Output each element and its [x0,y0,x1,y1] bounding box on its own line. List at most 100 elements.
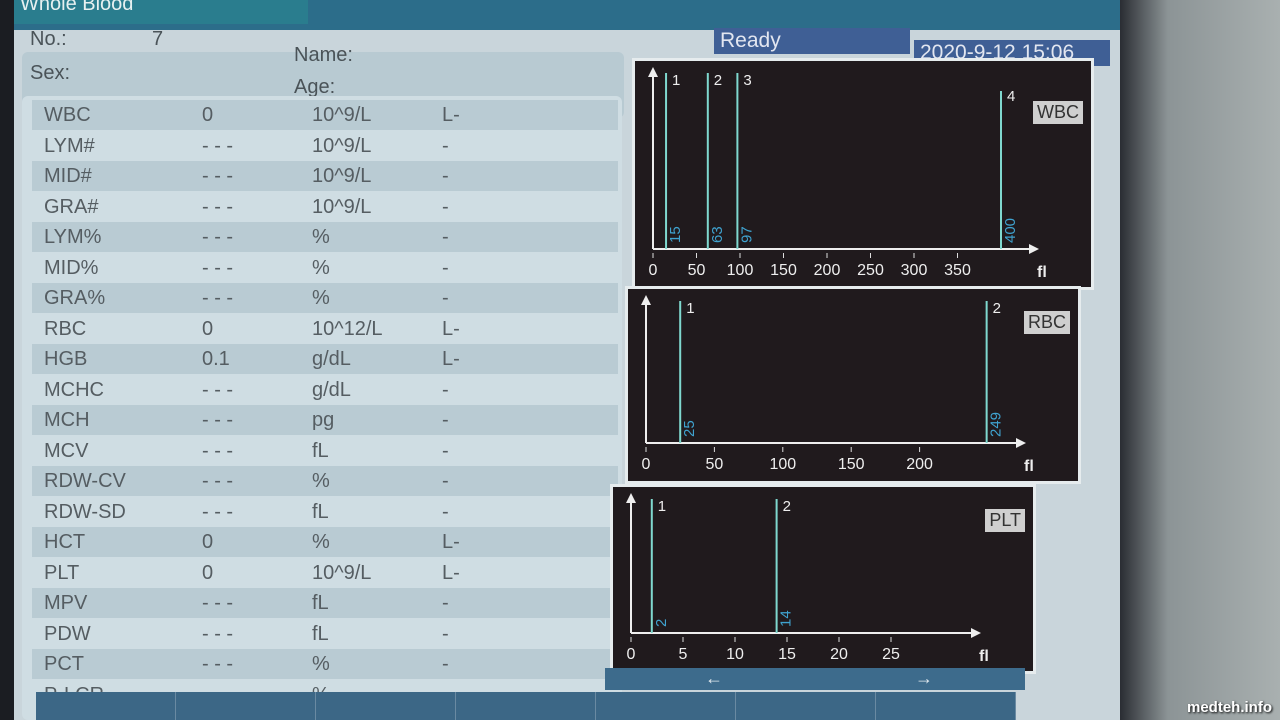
age-label[interactable]: Age: [294,76,336,98]
next-arrow-button[interactable]: → [915,668,933,688]
result-row-rdw-cv[interactable]: RDW-CV - - -% - [32,466,618,496]
result-param: MPV [44,592,88,614]
result-param: WBC [44,104,91,126]
result-row-plt[interactable]: PLT 0 10^9/L L- [32,558,618,588]
result-unit: % [312,470,330,492]
result-value: - - - [202,226,234,248]
result-row-mpv[interactable]: MPV - - - fL - [32,588,618,618]
monitor-bezel [1120,0,1280,720]
x-axis-arrow [1029,244,1039,254]
result-value: - - - [202,653,234,675]
result-row-gra%[interactable]: GRA% - - -% - [32,283,618,313]
discriminator-value: 400 [1002,218,1019,243]
result-row-hct[interactable]: HCT 0% L- [32,527,618,557]
plt-histogram: 0 5 10 15 20 25 fl 1 2 2 14 PLT [610,484,1036,674]
histogram-label: WBC [1033,101,1083,124]
result-flag: L- [442,104,460,126]
result-flag: - [442,592,449,614]
result-unit: fL [312,622,329,645]
result-row-hgb[interactable]: HGB 0.1 g/dL L- [32,344,618,374]
result-row-mchc[interactable]: MCHC - - - g/dL - [32,375,618,405]
result-unit: 10^9/L [312,195,372,218]
histogram-nav: ← → [605,668,1025,690]
sex-label[interactable]: Sex: [30,62,71,84]
watermark: medteh.info [1187,699,1272,716]
result-unit: fL [312,592,329,614]
discriminator-value: 25 [681,420,698,437]
y-axis-arrow [648,67,658,77]
result-row-mid#[interactable]: MID# - - - 10^9/L - [32,161,618,191]
result-row-rbc[interactable]: RBC 0 10^12/L L- [32,314,618,344]
discriminator-number: 1 [672,72,680,89]
x-tick-label: 50 [706,456,724,473]
result-flag: - [442,195,449,218]
x-tick-label: 10 [726,646,744,663]
result-param: RDW-CV [44,470,126,492]
function-button[interactable] [456,692,596,720]
discriminator-number: 3 [743,72,751,89]
x-unit: fl [1024,458,1034,475]
histogram-label: PLT [985,509,1025,532]
result-flag: - [442,622,449,645]
function-button[interactable] [876,692,1016,720]
result-row-pdw[interactable]: PDW - - - fL - [32,619,618,649]
result-row-mch[interactable]: MCH - - - pg - [32,405,618,435]
function-button[interactable] [36,692,176,720]
function-button[interactable] [176,692,316,720]
result-row-lym%[interactable]: LYM% - - -% - [32,222,618,252]
status-text: Ready [714,28,910,54]
result-row-rdw-sd[interactable]: RDW-SD - - - fL - [32,497,618,527]
result-row-pct[interactable]: PCT - - -% - [32,649,618,679]
result-unit: % [312,226,330,248]
result-value: 0 [202,531,214,553]
result-value: - - - [202,592,234,614]
result-row-wbc[interactable]: WBC 0 10^9/L L- [32,100,618,130]
result-row-gra#[interactable]: GRA# - - - 10^9/L - [32,192,618,222]
result-value: 0 [202,104,214,126]
x-axis-arrow [971,628,981,638]
x-tick-label: 200 [814,262,841,279]
x-unit: fl [979,648,989,665]
wbc-histogram: 0 50 100 150 200 250 300 350 fl 1 15 2 63 3 97 4 400 WBC [632,58,1094,290]
result-param: RBC [44,317,87,340]
result-unit: 10^9/L [312,104,372,126]
result-unit: 10^9/L [312,561,372,584]
discriminator-number: 4 [1007,88,1015,105]
name-label[interactable]: Name: [294,44,353,66]
function-button[interactable] [316,692,456,720]
result-param: PCT [44,653,84,675]
result-unit: % [312,287,330,309]
result-param: MID% [44,256,99,279]
x-tick-label: 100 [727,262,754,279]
result-flag: - [442,165,449,187]
result-flag: L- [442,561,460,584]
x-tick-label: 0 [642,456,651,473]
x-tick-label: 350 [944,262,971,279]
x-tick-label: 150 [770,262,797,279]
discriminator-value: 15 [667,226,684,243]
function-button[interactable] [736,692,876,720]
discriminator-value: 63 [709,226,726,243]
x-axis-arrow [1016,438,1026,448]
analyzer-screen: Whole Blood Ready 2020-9-12 15:06 No.: 7… [14,0,1120,720]
rbc-histogram: 0 50 100 150 200 fl 1 25 2 249 RBC [625,286,1081,484]
result-unit: g/dL [312,378,351,401]
function-button[interactable] [596,692,736,720]
discriminator-number: 2 [783,498,791,515]
result-row-mcv[interactable]: MCV - - - fL - [32,436,618,466]
result-unit: 10^9/L [312,165,372,187]
result-flag: - [442,653,449,675]
result-row-lym#[interactable]: LYM# - - - 10^9/L - [32,131,618,161]
x-tick-label: 5 [679,646,688,663]
result-flag: - [442,378,449,401]
result-flag: - [442,256,449,279]
result-param: GRA% [44,287,106,309]
x-tick-label: 250 [857,262,884,279]
result-value: - - - [202,287,234,309]
x-tick-label: 20 [830,646,848,663]
result-row-mid%[interactable]: MID% - - -% - [32,253,618,283]
result-value: - - - [202,378,234,401]
result-value: - - - [202,256,234,279]
prev-arrow-button[interactable]: ← [705,668,723,688]
y-axis-arrow [641,295,651,305]
